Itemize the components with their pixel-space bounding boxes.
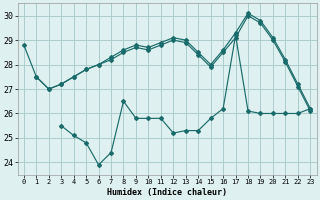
X-axis label: Humidex (Indice chaleur): Humidex (Indice chaleur) xyxy=(107,188,227,197)
